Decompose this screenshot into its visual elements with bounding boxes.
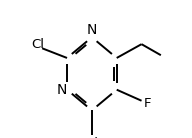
Text: F: F xyxy=(143,97,151,110)
Text: N: N xyxy=(57,83,67,97)
Text: N: N xyxy=(87,23,97,37)
Text: Cl: Cl xyxy=(85,137,98,138)
Text: Cl: Cl xyxy=(31,38,45,51)
